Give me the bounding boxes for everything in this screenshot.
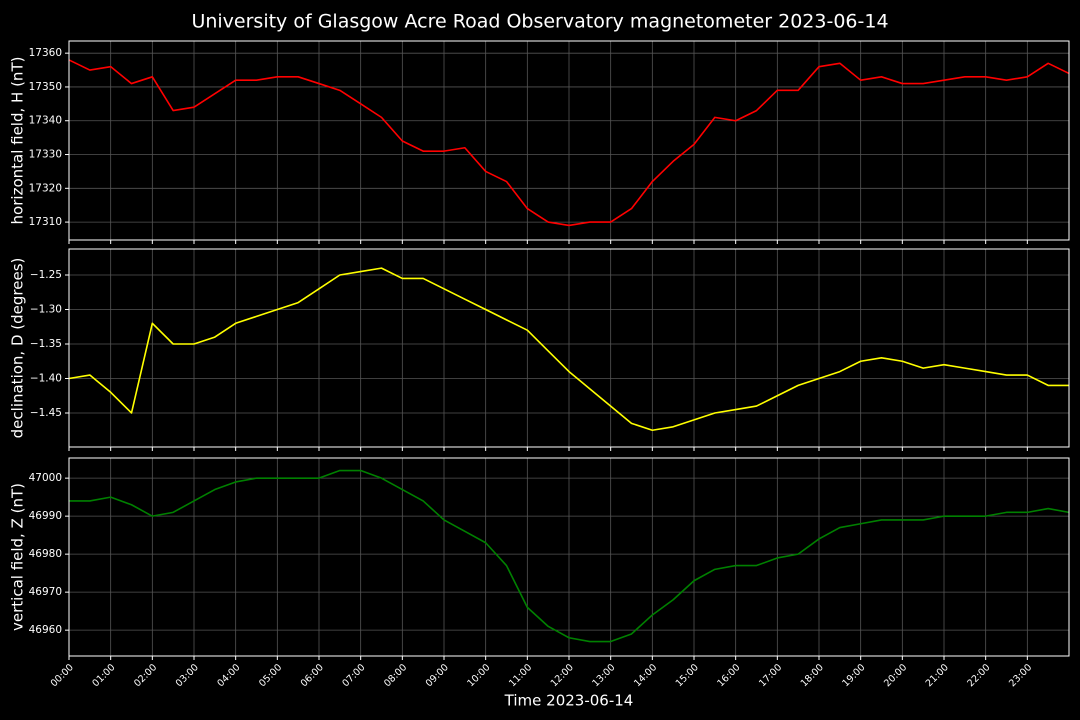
axes-frame: [68, 248, 1070, 448]
y-tick-label: 17310: [29, 216, 62, 228]
data-line: [68, 59, 1070, 227]
figure-title: University of Glasgow Acre Road Observat…: [191, 11, 888, 33]
y-tick-label: 17330: [29, 149, 62, 161]
y-tick-label: −1.25: [30, 269, 62, 281]
y-tick-label: −1.40: [30, 372, 62, 384]
y-tick-label: −1.45: [30, 407, 62, 419]
y-tick-label: 17360: [29, 47, 62, 59]
y-tick-label: 47000: [29, 472, 62, 484]
y-tick-label: 17350: [29, 81, 62, 93]
y-axis-label: declination, D (degrees): [9, 258, 27, 439]
y-tick-label: 46960: [29, 624, 62, 636]
y-tick-label: −1.30: [30, 304, 62, 316]
data-line: [68, 267, 1069, 432]
y-axis-label: vertical field, Z (nT): [9, 483, 27, 631]
data-line: [69, 469, 1070, 643]
y-tick-label: 17340: [29, 115, 62, 127]
axes-frame: [68, 40, 1070, 241]
y-tick-label: 46990: [29, 510, 62, 522]
y-tick-label: −1.35: [30, 338, 62, 350]
y-axis-label: horizontal field, H (nT): [9, 57, 27, 225]
y-tick-label: 46980: [29, 548, 62, 560]
axes-frame: [68, 457, 1070, 657]
y-tick-label: 46970: [29, 586, 62, 598]
x-axis-label: Time 2023-06-14: [504, 692, 634, 710]
y-tick-label: 17320: [29, 182, 62, 194]
